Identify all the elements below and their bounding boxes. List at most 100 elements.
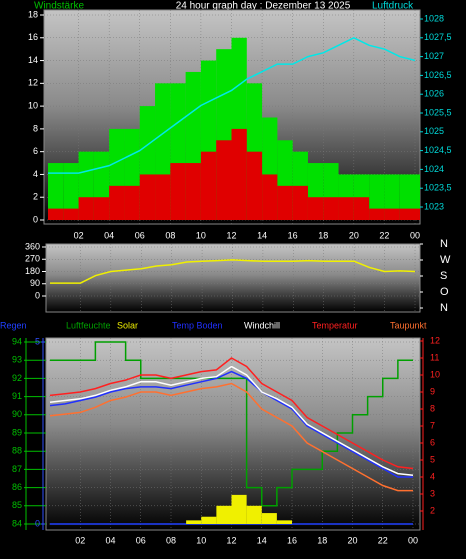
y2-tick-label: N (440, 238, 448, 250)
y2-tick-label: 1028 (424, 13, 444, 23)
y-tick-label: 12 (28, 78, 38, 88)
y2-tick-label: 7 (430, 420, 435, 430)
bar (384, 208, 400, 220)
y2-tick-label: 3 (430, 488, 435, 498)
bar (231, 128, 247, 220)
y2-tick-label: 6 (430, 437, 435, 447)
x-tick-label: 06 (136, 535, 146, 545)
bar (139, 174, 156, 220)
bar (261, 513, 277, 524)
y2-tick-label: 8 (430, 403, 435, 413)
y-tick-label: 16 (28, 32, 38, 42)
bar (48, 163, 64, 220)
bar (353, 197, 370, 220)
series-line (49, 370, 413, 478)
y-tick-label: 92 (12, 373, 22, 383)
y2-tick-label: N (440, 302, 448, 314)
y2-axis-title: Luftdruck (372, 1, 414, 12)
y2-tick-label: 2 (430, 505, 435, 515)
legend-label: Windchill (244, 320, 280, 330)
y-tick-label: 86 (12, 482, 22, 492)
bar (201, 516, 217, 524)
bar (93, 197, 110, 220)
y2-tick-label: 1024 (424, 164, 444, 174)
bar (323, 197, 339, 220)
series-line (50, 259, 416, 284)
y-tick-label: 180 (25, 266, 40, 276)
y2-tick-label: 4 (430, 471, 435, 481)
bar (63, 208, 79, 220)
bar (63, 163, 79, 220)
x-tick-label: 16 (288, 230, 298, 240)
y-tick-label: 84 (12, 518, 22, 528)
bar (78, 197, 94, 220)
y-tick-label: 6 (33, 146, 38, 156)
x-tick-label: 18 (317, 535, 327, 545)
bar (231, 494, 247, 524)
x-tick-label: 06 (135, 230, 145, 240)
y2-tick-label: 1023,5 (424, 183, 452, 193)
bar (338, 197, 354, 220)
y2-tick-label: 1023 (424, 201, 444, 211)
x-tick-label: 22 (378, 535, 388, 545)
x-tick-label: 04 (105, 535, 115, 545)
bar (415, 208, 420, 220)
y2-tick-label: 12 (430, 335, 440, 345)
bar (185, 163, 201, 220)
bar (170, 163, 186, 220)
y-axis-title: Windstärke (34, 1, 84, 12)
bar (124, 185, 140, 220)
bar (246, 505, 262, 524)
y-tick-label: 85 (12, 500, 22, 510)
bar (48, 208, 64, 220)
x-tick-label: 14 (257, 535, 267, 545)
bar (399, 208, 415, 220)
y2-tick-label: 1024,5 (424, 145, 452, 155)
legend-label: Luftfeuchte (66, 320, 111, 330)
x-tick-label: 12 (226, 535, 236, 545)
bar (415, 174, 420, 220)
chart-title: 24 hour graph day : Dezember 13 2025 (176, 1, 351, 12)
x-tick-label: 20 (347, 535, 357, 545)
y-tick-label: 2 (33, 192, 38, 202)
series-line (49, 365, 414, 477)
x-tick-label: 04 (104, 230, 114, 240)
series-line (49, 357, 414, 470)
y-tick-label: 90 (30, 278, 40, 288)
y-tick-label: 89 (12, 427, 22, 437)
bar (262, 174, 278, 220)
x-tick-label: 10 (196, 535, 206, 545)
y-tick-label: 0 (35, 290, 40, 300)
y2-tick-label: 1026,5 (424, 70, 452, 80)
legend-label: Temp Boden (172, 320, 223, 330)
y-tick-label: 0 (33, 214, 38, 224)
bar (216, 505, 232, 524)
y2-tick-label: 11 (430, 352, 439, 362)
y-tick-label: 18 (28, 9, 38, 19)
bar (246, 151, 263, 220)
bar (155, 174, 171, 220)
bar (277, 185, 293, 220)
x-tick-label: 20 (349, 230, 359, 240)
x-tick-label: 14 (257, 230, 267, 240)
y-tick-label: 360 (25, 241, 40, 251)
bar (186, 520, 202, 524)
x-tick-label: 10 (196, 230, 206, 240)
y2-tick-label: 1025 (424, 126, 444, 136)
y-tick-label: 94 (12, 336, 22, 346)
x-tick-label: 12 (226, 230, 236, 240)
legend-label: Solar (117, 320, 138, 330)
y3-tick-label: 5 (35, 336, 40, 346)
x-tick-label: 00 (410, 230, 420, 240)
series-line (50, 341, 413, 507)
bar (109, 185, 125, 220)
y2-tick-label: 5 (430, 454, 435, 464)
x-tick-label: 22 (379, 230, 389, 240)
legend-label: Regen (0, 320, 27, 330)
legend-label: Taupunkt (390, 320, 427, 330)
y2-tick-label: 1027,5 (424, 32, 452, 42)
bar (216, 140, 232, 220)
y-tick-label: 8 (33, 123, 38, 133)
y2-tick-label: 1027 (424, 51, 444, 61)
